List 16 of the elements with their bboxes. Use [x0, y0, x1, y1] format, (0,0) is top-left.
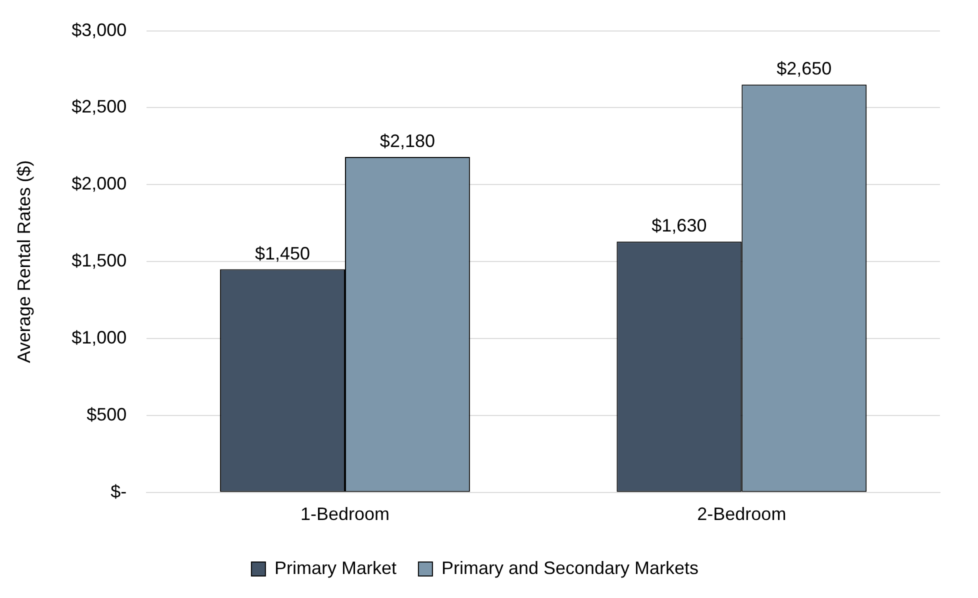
data-label: $1,630 — [652, 216, 707, 236]
data-label: $1,450 — [254, 243, 310, 264]
y-tick-label: $1,500 — [72, 250, 127, 271]
data-label: $2,650 — [776, 58, 832, 79]
y-tick-label: $2,000 — [72, 174, 127, 194]
y-axis-title: Average Rental Rates ($) — [14, 160, 34, 363]
x-tick-label: 1-Bedroom — [300, 504, 390, 524]
y-tick-label: $3,000 — [72, 20, 127, 40]
y-tick-label: $500 — [86, 404, 127, 424]
data-label: $2,180 — [380, 130, 435, 151]
x-tick-label: 2-Bedroom — [697, 504, 786, 524]
y-tick-label: $2,500 — [72, 96, 127, 117]
legend-label: Primary Market — [274, 558, 396, 578]
y-tick-label: $- — [110, 481, 127, 502]
y-tick-label: $1,000 — [72, 328, 127, 348]
legend-label: Primary and Secondary Markets — [441, 558, 699, 578]
